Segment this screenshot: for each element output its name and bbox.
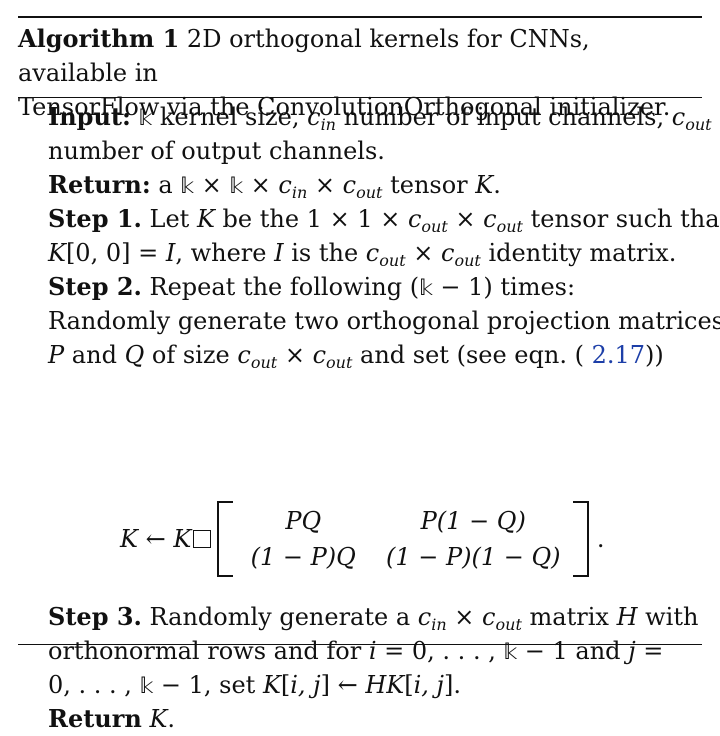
step2-line-1: Step 2. Repeat the following (𝕜 − 1) tim… xyxy=(48,272,576,301)
return-final-line: Return K. xyxy=(48,704,176,733)
return-line: Return: a 𝕜 × 𝕜 × cin × cout tensor K. xyxy=(48,170,501,202)
step2-text-2: times: xyxy=(500,273,576,301)
step3-text-3: with xyxy=(645,603,699,631)
step2-text-6: and set (see eqn. ( xyxy=(360,341,584,369)
step1-text-6: identity matrix. xyxy=(488,239,677,267)
algorithm-box: Algorithm 1 2D orthogonal kernels for CN… xyxy=(18,16,720,733)
step3-text-4: orthonormal rows and for xyxy=(48,637,362,665)
algorithm-label: Algorithm 1 xyxy=(18,24,180,53)
step3-text-5: and xyxy=(575,637,621,665)
step2-text-3: Randomly generate two orthogonal project… xyxy=(48,307,720,335)
algorithm-body: Input: 𝕜 kernel size, cin number of inpu… xyxy=(48,100,720,733)
eq-arrow: ← xyxy=(137,525,174,553)
return-text-1: a xyxy=(158,171,173,199)
eq-lhs: K xyxy=(120,525,138,553)
input-text-1: kernel size, xyxy=(159,103,300,131)
input-line-2: number of output channels. xyxy=(48,134,702,168)
step2-line-3: P and Q of size cout × cout and set (see… xyxy=(48,341,664,372)
step3-line-2: orthonormal rows and for i = 0, . . . , … xyxy=(48,637,664,665)
matrix-cell: PQ xyxy=(285,507,322,535)
equation-reference-link[interactable]: 2.17 xyxy=(591,341,646,369)
step3-line-1: Step 3. Randomly generate a cin × cout m… xyxy=(48,602,699,634)
step1-text-2: be the xyxy=(222,205,300,233)
c-out-symbol: cout xyxy=(671,103,712,134)
caption-text-1: 2D orthogonal kernels for CNNs, availabl… xyxy=(18,25,590,87)
step3-text-2: matrix xyxy=(529,603,609,631)
step1-line-1: Step 1. Let K be the 1 × 1 × cout × cout… xyxy=(48,202,720,236)
matrix-cell: (1 − P)Q xyxy=(250,543,356,571)
k-symbol: 𝕜 xyxy=(138,106,153,130)
box-operator-icon xyxy=(193,530,212,548)
top-rule xyxy=(18,16,702,18)
return-text-2: tensor xyxy=(390,171,468,199)
step1-line-2: K[0, 0] = I, where I is the cout × cout … xyxy=(48,239,677,270)
step2-text-1: Repeat the following xyxy=(149,273,403,301)
step3-text-6: , set xyxy=(203,671,256,699)
step2-line-2: Randomly generate two orthogonal project… xyxy=(48,304,720,338)
input-line-1: Input: 𝕜 kernel size, cin number of inpu… xyxy=(48,100,712,134)
block-matrix: PQ P(1 − Q) (1 − P)Q (1 − P)(1 − Q) xyxy=(233,503,573,575)
step2-text-5: of size xyxy=(151,341,230,369)
c-in-symbol: cin xyxy=(307,103,336,134)
step3-text-1: Randomly generate a xyxy=(149,603,411,631)
return-final-label: Return xyxy=(48,704,142,733)
step1-text-3: tensor such that xyxy=(530,205,720,233)
step1-text-4: , where xyxy=(175,239,267,267)
step2-text-7: )) xyxy=(645,341,664,369)
step1-label: Step 1. xyxy=(48,204,142,233)
eq-period: . xyxy=(589,525,605,553)
eq-k: K xyxy=(173,525,192,553)
step3-label: Step 3. xyxy=(48,602,142,631)
matrix-cell: (1 − P)(1 − Q) xyxy=(385,543,561,571)
matrix-cell: P(1 − Q) xyxy=(420,507,526,535)
step1-text-5: is the xyxy=(291,239,359,267)
step2-text-4: and xyxy=(71,341,117,369)
left-bracket xyxy=(217,501,234,577)
bottom-rule xyxy=(18,644,702,645)
input-text-3: number of output channels. xyxy=(48,137,385,165)
caption-rule xyxy=(18,97,702,98)
step2-label: Step 2. xyxy=(48,272,142,301)
display-equation: K ← K PQ P(1 − Q) (1 − P)Q (1 − P)(1 − Q… xyxy=(48,494,702,584)
step3-block: Step 3. Randomly generate a cin × cout m… xyxy=(48,600,702,736)
input-label: Input: xyxy=(48,102,131,131)
return-label: Return: xyxy=(48,170,151,199)
step1-text-1: Let xyxy=(149,205,190,233)
input-text-2: number of input channels, xyxy=(343,103,665,131)
right-bracket xyxy=(573,501,590,577)
step3-line-3: 0, . . . , 𝕜 − 1, set K[i, j] ← HK[i, j]… xyxy=(48,671,461,699)
